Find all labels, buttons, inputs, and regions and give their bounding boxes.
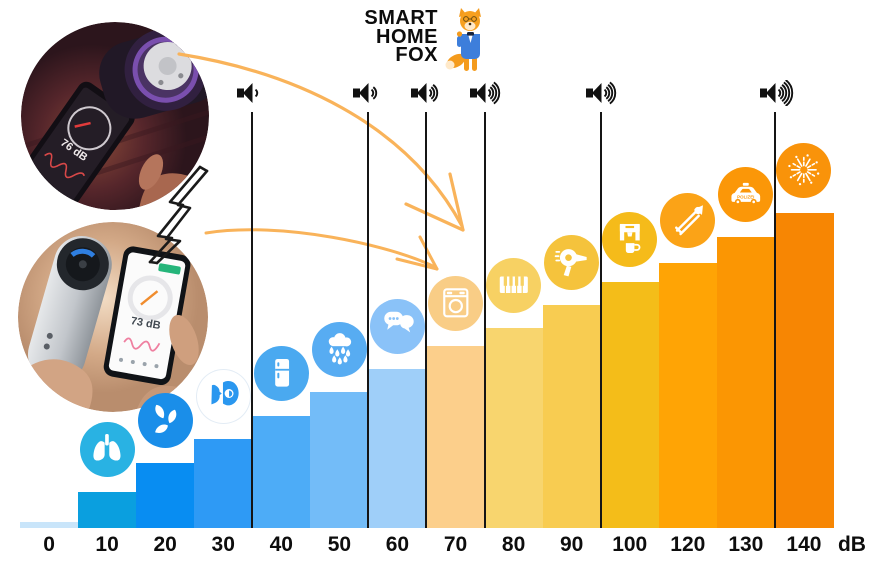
police-car-icon: POLIZEI: [718, 166, 774, 222]
axis-label-30: 30: [211, 533, 235, 556]
vacuum-photo-bottom: 73 dB: [18, 222, 208, 412]
coffee-machine-icon: [602, 211, 658, 267]
rain-cloud-icon: [311, 321, 367, 377]
logo-line-3: FOX: [395, 44, 438, 66]
speaker-icon-4-waves: [584, 80, 626, 111]
bar-120db: [658, 263, 718, 528]
speaker-icon-4-waves: [468, 80, 510, 111]
fireworks-icon: [776, 142, 832, 198]
axis-label-130: 130: [728, 533, 764, 556]
arrow-to-70db-bottom: [204, 228, 439, 271]
marker-line-65db: [425, 112, 428, 528]
bar-20db: [136, 463, 195, 528]
bar-40db: [252, 416, 312, 528]
axis-label-140: 140: [786, 533, 822, 556]
axis-label-40: 40: [269, 533, 293, 556]
refrigerator-icon: [253, 345, 309, 401]
axis-label-50: 50: [327, 533, 352, 556]
db-reading-bottom: 73 dB: [130, 315, 162, 332]
bar-140db: [774, 213, 834, 528]
piano-keys-icon: [486, 257, 542, 313]
axis-label-60: 60: [385, 533, 410, 556]
bar-30db: [194, 439, 254, 528]
speaker-icon-5-waves: [758, 79, 800, 111]
axis-label-0: 0: [43, 533, 55, 556]
axis-label-70: 70: [443, 533, 468, 556]
marker-line-95db: [599, 112, 602, 528]
washing-machine-icon: [428, 275, 484, 331]
bar-10db: [78, 492, 137, 528]
lungs-icon: [79, 421, 135, 477]
svg-text:POLIZEI: POLIZEI: [737, 195, 754, 200]
bar-80db: [484, 328, 544, 528]
speaker-icon-2-waves: [351, 80, 393, 111]
axis-label-80: 80: [501, 533, 526, 556]
axis-label-120: 120: [670, 533, 706, 556]
whisper-icon: [195, 368, 251, 424]
vacuum-photo-top: 76 dB: [21, 22, 209, 210]
axis-label-20: 20: [153, 533, 177, 556]
marker-line-35db: [251, 112, 254, 528]
bar-60db: [368, 369, 428, 528]
bar-50db: [310, 392, 370, 528]
axis-label-100: 100: [612, 533, 648, 556]
trombone-icon: [660, 192, 716, 248]
bar-0db: [20, 522, 79, 528]
phone-meter-bottom: 73 dB: [103, 246, 191, 386]
bar-100db: [600, 282, 660, 528]
marker-line-75db: [483, 112, 486, 528]
logo-line-1: SMART: [364, 7, 438, 29]
bar-90db: [542, 305, 602, 528]
axis-unit-label: dB: [837, 533, 866, 556]
axis-label-90: 90: [559, 533, 584, 556]
speaker-icon-3-waves: [409, 80, 451, 111]
logo-line-2: HOME: [376, 25, 438, 48]
falling-leaves-icon: [137, 392, 193, 448]
hair-dryer-icon: [544, 234, 600, 290]
bar-70db: [426, 346, 486, 528]
speaker-icon-1-waves: [235, 80, 277, 111]
vacuum-handle: [27, 235, 112, 383]
chat-bubbles-icon: [369, 298, 425, 354]
logo: SMART HOME FOX: [308, 7, 438, 66]
marker-line-55db: [367, 112, 370, 528]
marker-line-135db: [773, 112, 776, 528]
axis-label-10: 10: [95, 533, 119, 556]
bar-130db: [716, 237, 776, 528]
fox-mascot-icon: [445, 8, 481, 71]
